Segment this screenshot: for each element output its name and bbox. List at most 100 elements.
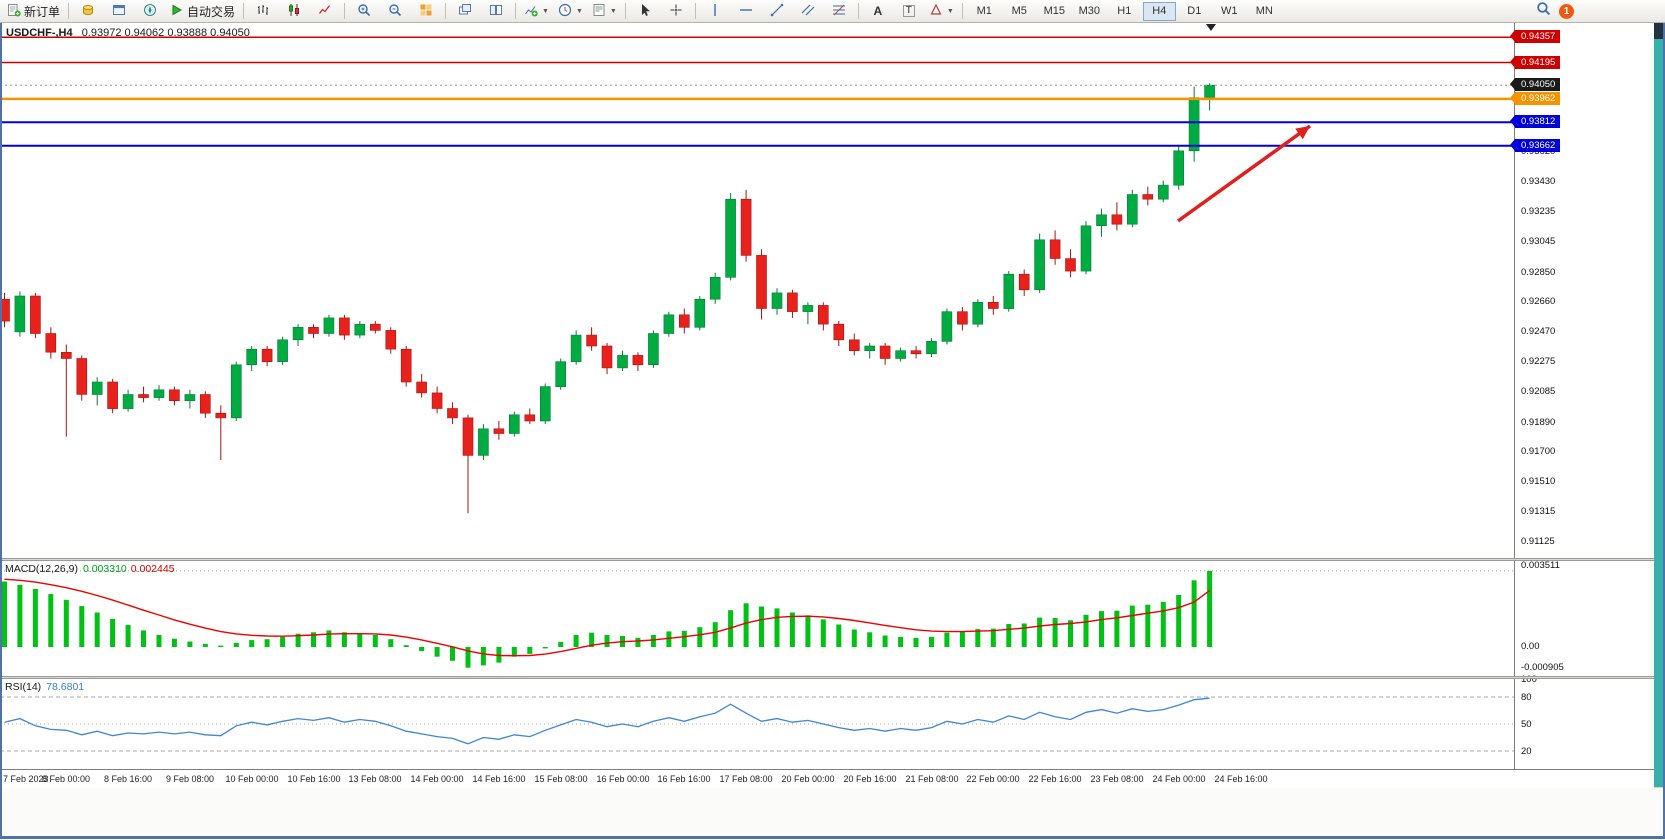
fibonacci-tool-button[interactable] (824, 1, 854, 22)
level-lines[interactable] (0, 36, 1514, 147)
rsi-axis-label: 50 (1521, 719, 1532, 730)
tile-windows-button[interactable] (411, 1, 441, 22)
periods-clock-icon (558, 3, 572, 20)
timeframe-h4-button[interactable]: H4 (1142, 1, 1176, 21)
auto-trading-icon (170, 3, 184, 20)
data-window-icon (112, 3, 126, 20)
timeframe-m30-button[interactable]: M30 (1078, 5, 1100, 17)
timeframe-w1-button[interactable]: W1 (1221, 5, 1238, 17)
channel-tool-button[interactable] (793, 1, 823, 22)
tile-vertical-button[interactable] (481, 1, 511, 22)
candlestick-chart-button[interactable] (279, 1, 309, 22)
text-tool-icon: A (873, 4, 883, 18)
rsi-axis-label: 80 (1521, 692, 1532, 703)
timeframe-m1-button[interactable]: M1 (976, 5, 992, 17)
time-axis-label: 23 Feb 08:00 (1090, 774, 1144, 784)
macd-histogram (2, 570, 1213, 668)
shapes-icon (929, 3, 943, 20)
notification-badge[interactable]: 1 (1559, 3, 1574, 19)
cursor-tool-button[interactable] (630, 1, 660, 22)
price-tick-label: 0.92850 (1521, 267, 1556, 278)
vertical-scrollbar[interactable] (1654, 23, 1663, 787)
time-axis-label: 7 Feb 2023 (3, 774, 49, 784)
price-tick-label: 0.93430 (1521, 176, 1556, 187)
time-axis-label: 24 Feb 00:00 (1152, 774, 1206, 784)
price-tick-label: 0.92660 (1521, 296, 1556, 307)
window-frame-left (0, 23, 2, 839)
toolbar-separator (445, 3, 447, 19)
macd-signal-value: 0.002445 (130, 563, 175, 575)
symbol-period-label: USDCHF-,H4 (6, 27, 73, 39)
time-axis-label: 20 Feb 00:00 (781, 774, 835, 784)
chart-title: USDCHF-,H4 0.93972 0.94062 0.93888 0.940… (6, 27, 250, 39)
time-axis-label: 16 Feb 00:00 (596, 774, 650, 784)
time-axis-label: 17 Feb 08:00 (719, 774, 773, 784)
time-axis-label: 14 Feb 16:00 (472, 774, 526, 784)
data-window-button[interactable] (104, 1, 134, 22)
text-label-icon: T (902, 5, 915, 17)
price-axis[interactable]: 0.936200.934300.932350.930450.928500.926… (1509, 23, 1655, 769)
macd-panel-chart[interactable] (0, 561, 1514, 676)
timeframe-mn-button[interactable]: MN (1255, 5, 1273, 17)
periods-button[interactable]: ▼ (554, 1, 587, 22)
rsi-panel-chart[interactable] (0, 679, 1514, 769)
panel-splitter[interactable] (0, 676, 1654, 679)
zoom-in-button[interactable] (349, 1, 379, 22)
price-tick-label: 0.91890 (1521, 417, 1556, 428)
chart-window (0, 23, 1654, 787)
time-axis-label: 10 Feb 00:00 (225, 774, 279, 784)
time-axis[interactable]: 7 Feb 2023 8 Feb 00:00 8 Feb 16:00 9 Feb 08… (0, 769, 1654, 788)
chart-shift-marker[interactable] (1206, 24, 1216, 31)
market-watch-button[interactable] (73, 1, 103, 22)
new-order-button[interactable]: 新订单 (3, 1, 64, 22)
time-axis-label: 16 Feb 16:00 (657, 774, 711, 784)
toolbar-separator (344, 3, 346, 19)
macd-indicator-label: MACD(12,26,9) 0.003310 0.002445 (5, 563, 175, 575)
shapes-tool-button[interactable]: ▼ (925, 1, 958, 22)
zoom-out-button[interactable] (380, 1, 410, 22)
timeframe-group: M1 M5 M15 M30 H1 H4 D1 W1 MN (967, 1, 1282, 21)
indicators-button[interactable]: ▼ (520, 1, 553, 22)
zoom-in-icon (357, 3, 371, 20)
tile-windows-icon (419, 3, 433, 20)
time-axis-label: 15 Feb 08:00 (534, 774, 588, 784)
timeframe-d1-button[interactable]: D1 (1187, 5, 1202, 17)
price-chart[interactable] (0, 23, 1514, 558)
horizontal-line-icon (739, 3, 753, 20)
macd-axis-label: 0.003511 (1521, 560, 1560, 571)
navigator-button[interactable] (135, 1, 165, 22)
auto-trading-button[interactable]: 自动交易 (166, 1, 239, 22)
blue-support-line-1-price-flag: 0.93812 (1509, 115, 1561, 128)
rsi-axis-label: 100 (1521, 674, 1537, 685)
crosshair-tool-button[interactable] (661, 1, 691, 22)
trendline-icon (770, 3, 784, 20)
vertical-line-tool-button[interactable] (700, 1, 730, 22)
timeframe-h1-button[interactable]: H1 (1117, 5, 1132, 17)
timeframe-m5-button[interactable]: M5 (1011, 5, 1027, 17)
macd-axis-label: 0.00 (1521, 641, 1540, 652)
text-label-tool-button[interactable]: T (894, 1, 924, 22)
cursor-icon (638, 3, 652, 20)
horizontal-line-tool-button[interactable] (731, 1, 761, 22)
new-order-icon (7, 3, 21, 20)
cascade-windows-button[interactable] (450, 1, 480, 22)
text-tool-button[interactable]: A (863, 1, 893, 22)
main-toolbar: 新订单 自动交易 (0, 0, 1665, 23)
trendline-tool-button[interactable] (762, 1, 792, 22)
trend-arrow-annotation[interactable] (1176, 124, 1312, 223)
time-axis-label: 8 Feb 16:00 (103, 774, 153, 784)
line-chart-button[interactable] (310, 1, 340, 22)
templates-button[interactable]: ▼ (588, 1, 621, 22)
time-axis-label: 14 Feb 00:00 (410, 774, 464, 784)
window-frame-right (1663, 0, 1665, 839)
panel-splitter[interactable] (0, 558, 1654, 561)
zoom-out-icon (388, 3, 402, 20)
bar-chart-button[interactable] (248, 1, 278, 22)
scrollbar-thumb[interactable] (1654, 23, 1663, 39)
search-icon[interactable] (1536, 1, 1551, 21)
price-tick-label: 0.91700 (1521, 446, 1556, 457)
timeframe-m15-button[interactable]: M15 (1043, 5, 1065, 17)
toolbar-separator (624, 3, 626, 19)
navigator-icon (143, 3, 157, 20)
orange-level-line-price-flag: 0.93962 (1509, 92, 1561, 105)
